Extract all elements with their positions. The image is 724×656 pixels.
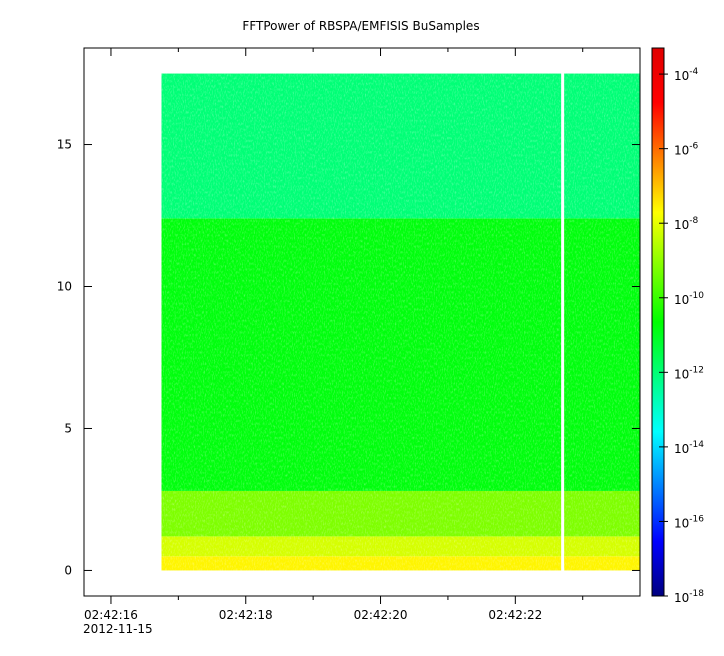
plot-area xyxy=(83,47,641,597)
y-tick-label-0: 0 xyxy=(64,563,72,577)
colorbar-tick-label-0: 10-4 xyxy=(674,67,699,83)
colorbar-bar xyxy=(651,47,665,597)
y-tick-label-2: 10 xyxy=(57,280,72,294)
plot-frame xyxy=(83,47,641,597)
colorbar-tick-label-5: 10-14 xyxy=(674,440,704,456)
spectrogram-data xyxy=(161,72,640,572)
x-tick-sublabel-0: 2012-11-15 xyxy=(83,622,153,636)
colorbar-tick-label-3: 10-10 xyxy=(674,291,704,307)
colorbar-tick-label-6: 10-16 xyxy=(674,514,704,530)
y-tick-label-3: 15 xyxy=(57,138,72,152)
data-gap xyxy=(561,72,565,572)
y-axis: 0 5 10 15 xyxy=(57,138,640,577)
x-tick-label-2: 02:42:20 xyxy=(354,608,408,622)
colorbar-tick-label-4: 10-12 xyxy=(674,365,704,381)
colorbar-tick-label-7: 10-18 xyxy=(674,589,704,605)
chart-title: FFTPower of RBSPA/EMFISIS BuSamples xyxy=(242,19,479,33)
colorbar-tick-label-1: 10-6 xyxy=(674,142,699,158)
x-tick-label-3: 02:42:22 xyxy=(488,608,542,622)
colorbar-tick-label-2: 10-8 xyxy=(674,216,699,232)
colorbar: 10-4 10-6 10-8 10-10 10-12 10-14 10-16 10-18 xyxy=(651,47,704,605)
x-tick-label-0: 02:42:16 xyxy=(84,608,138,622)
spectrogram-texture xyxy=(161,73,640,571)
y-tick-label-1: 5 xyxy=(64,421,72,435)
x-tick-label-1: 02:42:18 xyxy=(219,608,273,622)
